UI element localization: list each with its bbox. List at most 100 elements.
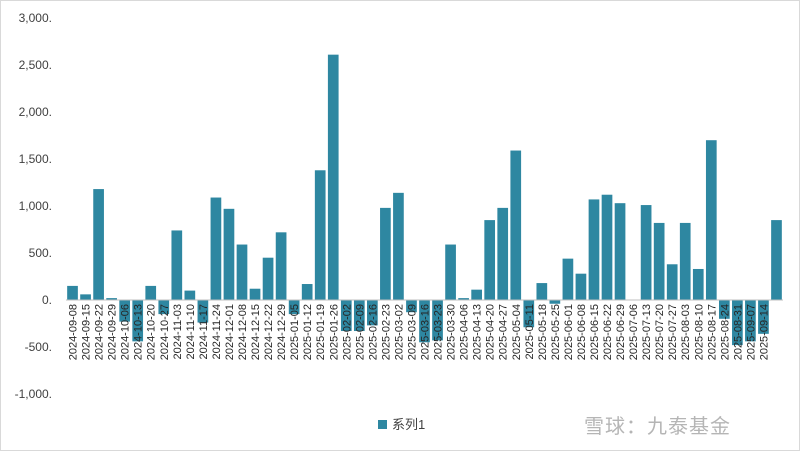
- bar: [106, 298, 117, 300]
- x-tick-label: 2025-05-11: [524, 304, 536, 359]
- x-tick-label: 2025-08-17: [706, 304, 718, 360]
- bar: [67, 285, 78, 300]
- x-tick-label: 2024-11-24: [211, 304, 223, 359]
- bar: [340, 300, 352, 332]
- legend-label: 系列1: [392, 417, 425, 432]
- x-tick-label: 2025-01-19: [315, 304, 327, 360]
- x-tick-label: 2025-06-15: [589, 304, 601, 360]
- x-tick-label: 2025-08-03: [680, 304, 692, 360]
- bar: [197, 300, 209, 323]
- bar: [588, 199, 600, 300]
- x-tick-label: 2025-02-16: [367, 304, 379, 360]
- bar: [210, 197, 222, 300]
- x-tick-label: 2025-04-27: [498, 304, 510, 360]
- x-tick-label: 2025-01-05: [289, 304, 301, 360]
- bar: [367, 300, 378, 326]
- y-axis-tick-labels: -1,000. -500. 0. 500. 1,000. 1,500. 2,000. 2,50…: [15, 11, 52, 401]
- bar: [679, 222, 691, 300]
- x-tick-label: 2025-02-23: [380, 304, 392, 360]
- x-tick-label: 2024-12-15: [250, 304, 262, 360]
- y-tick-label: -1,000.: [15, 387, 52, 401]
- bar: [171, 230, 183, 300]
- x-tick-label: 2025-05-18: [537, 304, 549, 360]
- bar: [236, 244, 248, 300]
- bar: [510, 150, 522, 300]
- bar: [314, 170, 326, 300]
- bar: [406, 300, 417, 313]
- y-tick-label: 1,000.: [19, 199, 52, 213]
- bar: [93, 189, 104, 300]
- bar: [419, 300, 430, 343]
- legend-swatch: [378, 420, 387, 429]
- x-tick-label: 2025-02-09: [354, 304, 366, 360]
- x-axis-tick-labels: 2024-09-08 2024-09-15 2024-09-22 2024-09-29…: [68, 304, 771, 360]
- x-tick-label: 2025-09-07: [745, 304, 757, 360]
- bar: [353, 300, 365, 332]
- x-tick-label: 2025-01-12: [302, 304, 314, 360]
- x-tick-label: 2025-03-23: [433, 304, 445, 360]
- x-tick-label: 2025-08-31: [732, 304, 744, 360]
- bar: [653, 222, 665, 300]
- bar: [601, 194, 613, 300]
- bar: [327, 54, 339, 300]
- bar: [718, 300, 730, 319]
- bar: [158, 300, 170, 315]
- x-tick-label: 2024-09-22: [94, 304, 106, 360]
- y-tick-label: 0.: [42, 293, 52, 307]
- x-tick-label: 2025-01-26: [328, 304, 340, 360]
- y-tick-label: 2,000.: [19, 105, 52, 119]
- x-tick-label: 2025-06-22: [602, 304, 614, 360]
- x-tick-label: 2024-09-29: [107, 304, 119, 360]
- x-tick-label: 2025-07-27: [667, 304, 679, 360]
- x-tick-label: 2025-03-30: [446, 304, 458, 360]
- bar: [119, 300, 131, 322]
- bar: [471, 289, 482, 300]
- x-tick-label: 2025-04-06: [459, 304, 471, 360]
- x-tick-label: 2024-10-27: [159, 304, 171, 360]
- bar: [666, 264, 678, 300]
- bar: [705, 140, 717, 300]
- x-tick-label: 2024-11-17: [198, 304, 210, 359]
- x-tick-label: 2025-09-14: [758, 304, 770, 360]
- bar: [262, 257, 274, 300]
- bar: [497, 207, 509, 300]
- bar: [523, 300, 535, 328]
- bar: [380, 207, 391, 300]
- x-tick-label: 2024-11-10: [185, 304, 197, 359]
- bar: [393, 192, 404, 300]
- bar: [301, 284, 313, 300]
- bar: [732, 300, 743, 346]
- x-tick-label: 2025-06-29: [615, 304, 627, 360]
- x-tick-label: 2025-07-06: [628, 304, 640, 360]
- bar: [432, 300, 443, 341]
- x-tick-label: 2024-12-22: [263, 304, 275, 360]
- x-tick-label: 2025-02-02: [341, 304, 353, 360]
- bar: [458, 298, 469, 300]
- x-tick-label: 2024-09-08: [68, 304, 80, 360]
- x-tick-label: 2025-08-24: [719, 304, 731, 360]
- bar: [640, 205, 652, 300]
- bar: [562, 258, 574, 300]
- x-tick-label: 2025-08-10: [693, 304, 705, 360]
- x-tick-label: 2024-09-15: [81, 304, 93, 360]
- bar: [132, 300, 144, 342]
- bar: [575, 273, 587, 300]
- x-tick-label: 2025-03-02: [393, 304, 405, 360]
- bar: [484, 220, 496, 300]
- bar: [536, 283, 548, 300]
- x-tick-label: 2025-05-04: [511, 304, 523, 360]
- x-tick-label: 2025-04-20: [485, 304, 497, 360]
- bar-series: [67, 54, 782, 346]
- bar: [288, 300, 300, 315]
- legend: 系列1: [378, 417, 425, 432]
- bar: [145, 285, 157, 300]
- bar: [758, 300, 769, 334]
- x-tick-label: 2025-07-13: [641, 304, 653, 360]
- x-tick-label: 2025-06-08: [576, 304, 588, 360]
- x-tick-label: 2025-04-13: [472, 304, 484, 360]
- y-tick-label: 500.: [29, 246, 52, 260]
- y-tick-label: 2,500.: [19, 58, 52, 72]
- x-tick-label: 2024-11-03: [172, 304, 184, 359]
- x-tick-label: 2024-12-29: [276, 304, 288, 360]
